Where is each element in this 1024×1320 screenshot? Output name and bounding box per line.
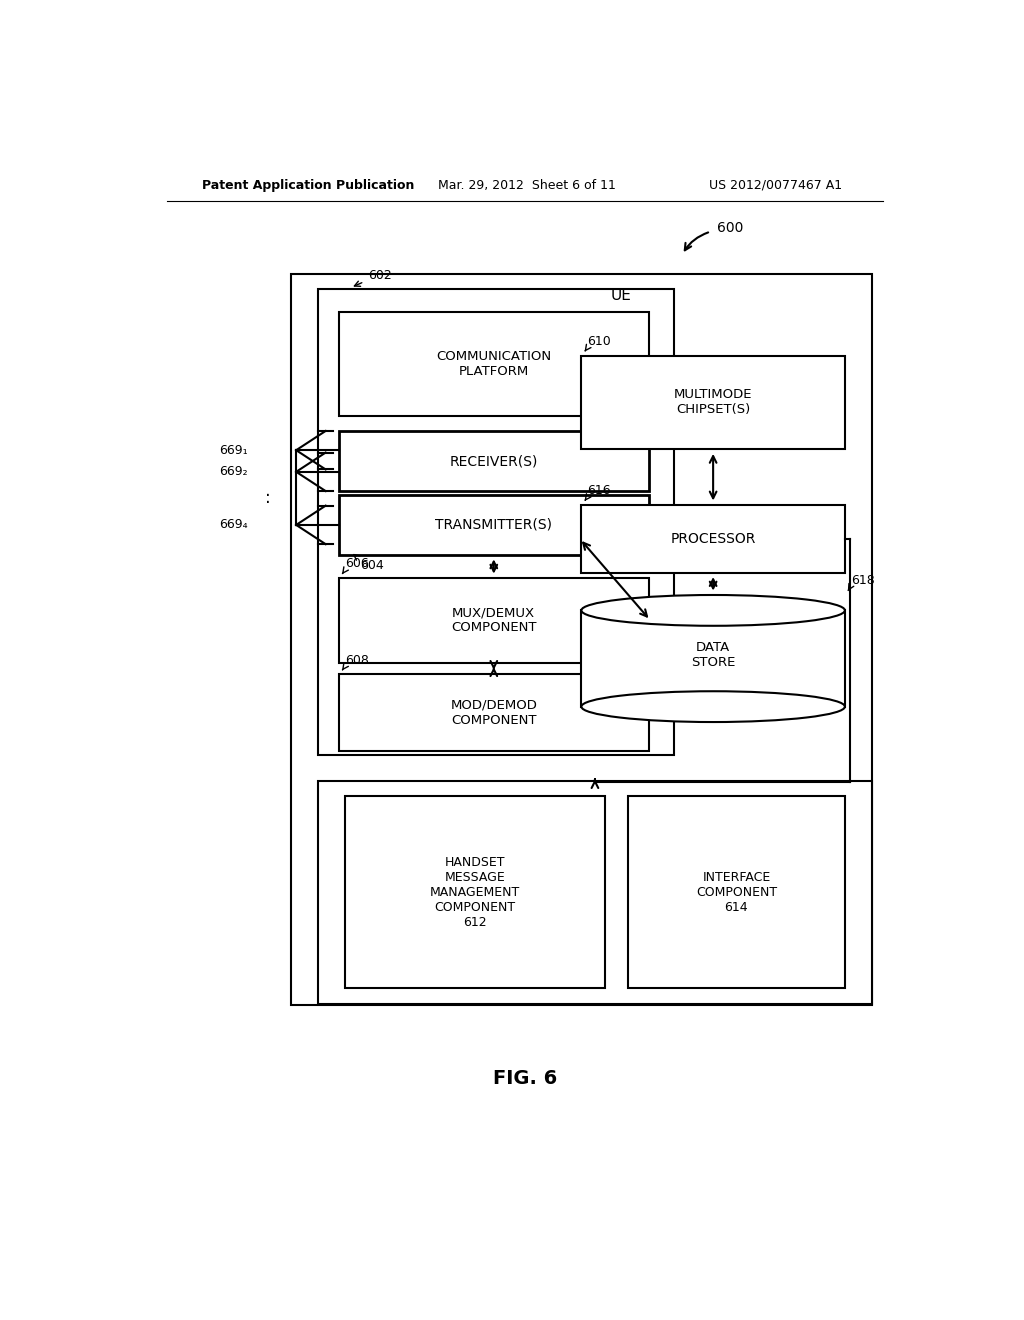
Text: 600: 600	[717, 220, 743, 235]
Ellipse shape	[582, 595, 845, 626]
FancyBboxPatch shape	[317, 289, 675, 755]
FancyBboxPatch shape	[291, 275, 872, 1006]
FancyBboxPatch shape	[339, 578, 649, 663]
FancyBboxPatch shape	[582, 506, 845, 573]
Text: Patent Application Publication: Patent Application Publication	[202, 178, 414, 191]
Text: 606: 606	[345, 557, 369, 570]
Text: 616: 616	[588, 484, 611, 498]
FancyBboxPatch shape	[582, 610, 845, 706]
FancyBboxPatch shape	[339, 675, 649, 751]
Text: MOD/DEMOD
COMPONENT: MOD/DEMOD COMPONENT	[451, 698, 538, 727]
Text: US 2012/0077467 A1: US 2012/0077467 A1	[710, 178, 843, 191]
Text: 618: 618	[851, 574, 874, 587]
Text: Mar. 29, 2012  Sheet 6 of 11: Mar. 29, 2012 Sheet 6 of 11	[438, 178, 615, 191]
Text: 604: 604	[360, 558, 384, 572]
Text: INTERFACE
COMPONENT
614: INTERFACE COMPONENT 614	[696, 871, 777, 913]
Text: UE: UE	[610, 288, 632, 302]
FancyBboxPatch shape	[582, 355, 845, 450]
Ellipse shape	[582, 692, 845, 722]
Text: MUX/DEMUX
COMPONENT: MUX/DEMUX COMPONENT	[451, 606, 537, 635]
Text: PROCESSOR: PROCESSOR	[671, 532, 756, 545]
FancyBboxPatch shape	[339, 313, 649, 416]
FancyBboxPatch shape	[339, 495, 649, 554]
Text: 669₂: 669₂	[219, 466, 248, 478]
Text: 602: 602	[369, 268, 392, 281]
FancyBboxPatch shape	[628, 796, 845, 989]
Text: 610: 610	[588, 335, 611, 348]
Text: FIG. 6: FIG. 6	[493, 1069, 557, 1088]
FancyBboxPatch shape	[339, 432, 649, 491]
Text: RECEIVER(S): RECEIVER(S)	[450, 454, 538, 469]
Text: DATA
STORE: DATA STORE	[691, 640, 735, 669]
Text: 669₄: 669₄	[219, 519, 248, 532]
Text: TRANSMITTER(S): TRANSMITTER(S)	[435, 517, 552, 532]
Text: 608: 608	[345, 653, 369, 667]
FancyBboxPatch shape	[345, 796, 604, 989]
FancyBboxPatch shape	[317, 780, 872, 1003]
Text: :: :	[264, 490, 270, 507]
Text: MULTIMODE
CHIPSET(S): MULTIMODE CHIPSET(S)	[674, 388, 753, 417]
Text: COMMUNICATION
PLATFORM: COMMUNICATION PLATFORM	[436, 350, 551, 379]
Text: HANDSET
MESSAGE
MANAGEMENT
COMPONENT
612: HANDSET MESSAGE MANAGEMENT COMPONENT 612	[430, 855, 520, 929]
Text: 669₁: 669₁	[219, 444, 248, 457]
